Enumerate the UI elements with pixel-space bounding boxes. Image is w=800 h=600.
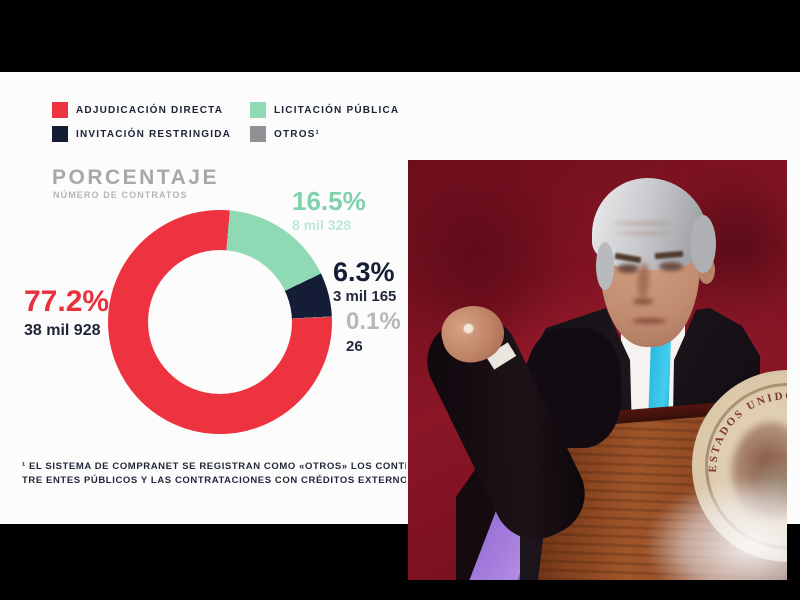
speaker-nose-shadow xyxy=(633,298,653,305)
speaker-forehead-line xyxy=(615,232,671,235)
legend-label: ADJUDICACIÓN DIRECTA xyxy=(76,104,224,116)
speaker-hair-side xyxy=(596,242,614,290)
speaker-hair-side xyxy=(690,215,716,273)
callout-percentage: 77.2% xyxy=(24,285,110,318)
infographic-panel: ADJUDICACIÓN DIRECTA LICITACIÓN PÚBLICA … xyxy=(0,72,800,580)
callout-count: 26 xyxy=(346,338,363,356)
callout-percentage: 16.5% xyxy=(292,186,366,216)
callout-count: 8 mil 328 xyxy=(292,217,352,234)
legend-swatch-green xyxy=(250,102,266,118)
donut-chart xyxy=(108,210,332,434)
footnote-line-2: TRE ENTES PÚBLICOS Y LAS CONTRATACIONES … xyxy=(22,475,406,486)
legend-label: OTROS¹ xyxy=(274,128,321,140)
callout-count: 3 mil 165 xyxy=(333,288,397,306)
legend-label: LICITACIÓN PÚBLICA xyxy=(274,104,400,116)
legend-swatch-navy xyxy=(52,126,68,142)
legend-label: INVITACIÓN RESTRINGIDA xyxy=(76,128,232,140)
legend-item-adjudicacion-directa: ADJUDICACIÓN DIRECTA xyxy=(52,102,250,118)
speaker-eye xyxy=(659,262,683,271)
seal-curved-text: ESTADOS UNIDOS MEX xyxy=(707,390,787,473)
legend-item-otros: OTROS¹ xyxy=(250,126,399,142)
chart-footnote: ¹ EL SISTEMA DE COMPRANET SE REGISTRAN C… xyxy=(22,460,406,488)
speaker-mouth xyxy=(632,318,666,324)
callout-percentage: 0.1% xyxy=(346,308,401,335)
press-conference-photo: ESTADOS UNIDOS MEX xyxy=(408,160,787,580)
camera-glare xyxy=(646,478,787,580)
legend-item-invitacion-restringida: INVITACIÓN RESTRINGIDA xyxy=(52,126,250,142)
svg-text:ESTADOS UNIDOS MEX: ESTADOS UNIDOS MEX xyxy=(707,390,787,473)
speaker-forehead-line xyxy=(613,222,673,225)
footnote-line-1: ¹ EL SISTEMA DE COMPRANET SE REGISTRAN C… xyxy=(22,461,406,472)
legend-swatch-gray xyxy=(250,126,266,142)
callout-count: 38 mil 928 xyxy=(24,321,101,339)
chart-title: PORCENTAJE xyxy=(52,166,219,189)
speaker-eye xyxy=(617,264,639,273)
legend-swatch-red xyxy=(52,102,68,118)
hand-ring xyxy=(464,324,473,333)
chart-legend: ADJUDICACIÓN DIRECTA LICITACIÓN PÚBLICA … xyxy=(52,102,398,142)
chart-subtitle: NÚMERO DE CONTRATOS xyxy=(53,190,188,200)
legend-item-licitacion-publica: LICITACIÓN PÚBLICA xyxy=(250,102,399,118)
callout-percentage: 6.3% xyxy=(333,257,395,287)
callout-invitacion-restringida: 6.3% 3 mil 165 xyxy=(333,258,396,305)
callout-licitacion-publica: 16.5% 8 mil 328 xyxy=(292,186,366,234)
callout-otros: 0.1% 26 xyxy=(346,309,401,355)
callout-adjudicacion-directa: 77.2% 38 mil 928 xyxy=(24,286,109,339)
